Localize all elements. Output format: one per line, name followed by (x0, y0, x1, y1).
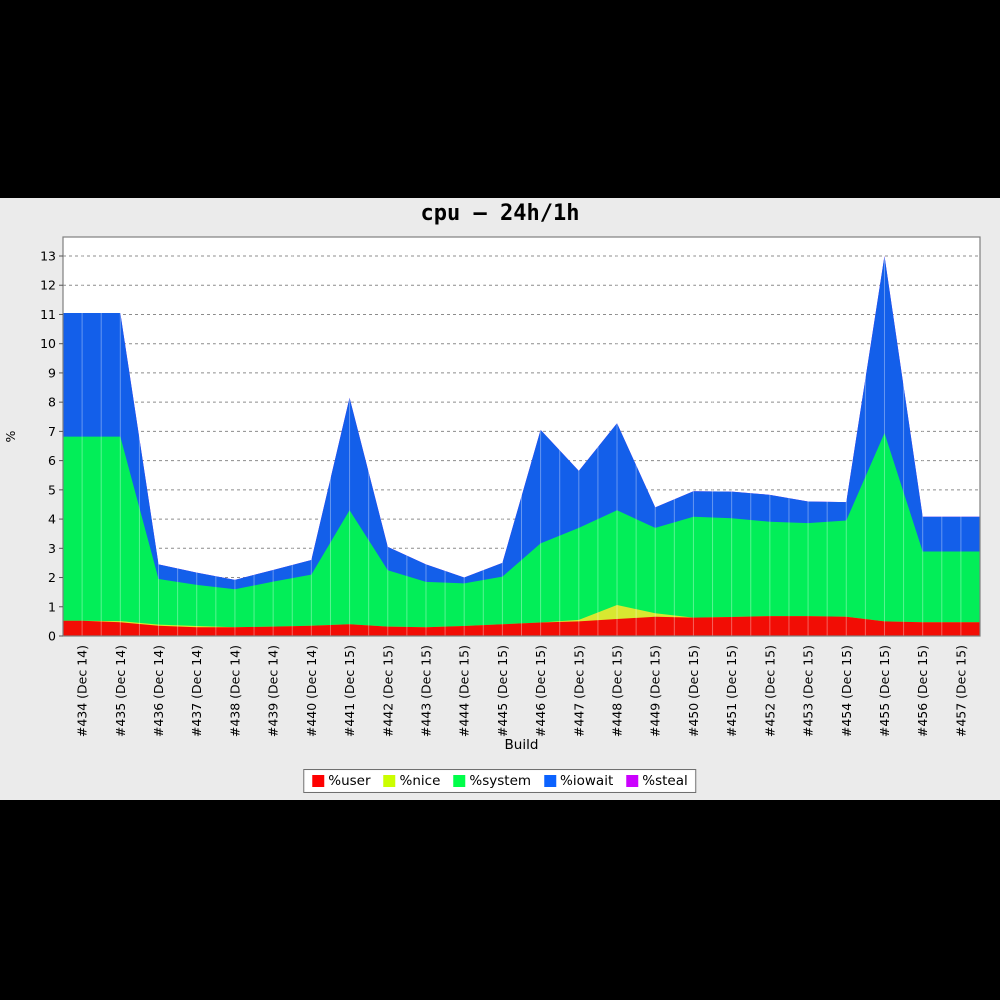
y-tick-label: 9 (48, 365, 56, 380)
chart-title: cpu – 24h/1h (420, 201, 580, 226)
legend-label: %system (469, 773, 532, 789)
y-tick-label: 8 (48, 395, 56, 410)
y-tick-label: 0 (48, 629, 56, 644)
x-tick-label: #450 (Dec 15) (686, 645, 701, 737)
legend-swatch (312, 775, 325, 787)
legend-swatch (626, 775, 639, 787)
legend-label: %user (328, 773, 371, 789)
y-tick-label: 11 (40, 307, 56, 322)
x-tick-label: #438 (Dec 14) (227, 645, 242, 737)
y-tick-label: 4 (48, 512, 56, 527)
legend-label: %nice (399, 773, 441, 789)
y-tick-label: 1 (48, 599, 56, 614)
area-user (63, 616, 980, 636)
y-tick-label: 7 (48, 424, 56, 439)
x-tick-label: #449 (Dec 15) (648, 645, 663, 737)
y-tick-label: 6 (48, 453, 56, 468)
x-tick-label: #434 (Dec 14) (75, 645, 90, 737)
x-tick-label: #437 (Dec 14) (189, 645, 204, 737)
x-tick-label: #439 (Dec 14) (266, 645, 281, 737)
x-tick-label: #454 (Dec 15) (839, 645, 854, 737)
x-tick-label: #443 (Dec 15) (418, 645, 433, 737)
y-tick-label: 5 (48, 482, 56, 497)
chart-panel: cpu – 24h/1h 0 1 2 3 4 5 6 7 8 9 10 11 12 13% #434 (De… (0, 198, 1000, 800)
chart-legend: %user %nice %system %iowait %steal (303, 769, 697, 793)
y-tick-label: 12 (40, 278, 56, 293)
legend-label: %iowait (560, 773, 614, 789)
x-tick-label: #457 (Dec 15) (953, 645, 968, 737)
x-tick-label: #451 (Dec 15) (724, 645, 739, 737)
legend-item: %iowait (544, 773, 613, 789)
x-tick-label: #452 (Dec 15) (762, 645, 777, 737)
legend-item: %system (453, 773, 531, 789)
x-tick-label: #444 (Dec 15) (457, 645, 472, 737)
plot-border (62, 236, 981, 637)
legend-swatch (383, 775, 396, 787)
y-tick-label: 13 (40, 249, 56, 264)
x-tick-label: #445 (Dec 15) (495, 645, 510, 737)
legend-label: %steal (642, 773, 688, 789)
legend-item: %user (312, 773, 371, 789)
legend-item: %steal (626, 773, 688, 789)
x-tick-label: #448 (Dec 15) (610, 645, 625, 737)
y-tick-label: 10 (40, 336, 56, 351)
x-tick-label: #435 (Dec 14) (113, 645, 128, 737)
x-tick-label: #436 (Dec 14) (151, 645, 166, 737)
x-tick-label: #447 (Dec 15) (571, 645, 586, 737)
legend-swatch (544, 775, 557, 787)
area-system (63, 433, 980, 636)
x-axis-title: Build (505, 737, 539, 753)
x-tick-label: #456 (Dec 15) (915, 645, 930, 737)
y-axis-title: % (3, 430, 18, 442)
y-tick-label: 2 (48, 570, 56, 585)
legend-swatch (453, 775, 466, 787)
legend-item: %nice (383, 773, 441, 789)
x-tick-label: #442 (Dec 15) (380, 645, 395, 737)
x-tick-label: #441 (Dec 15) (342, 645, 357, 737)
y-tick-label: 3 (48, 541, 56, 556)
x-tick-label: #446 (Dec 15) (533, 645, 548, 737)
x-tick-label: #440 (Dec 14) (304, 645, 319, 737)
x-tick-label: #455 (Dec 15) (877, 645, 892, 737)
x-tick-label: #453 (Dec 15) (801, 645, 816, 737)
